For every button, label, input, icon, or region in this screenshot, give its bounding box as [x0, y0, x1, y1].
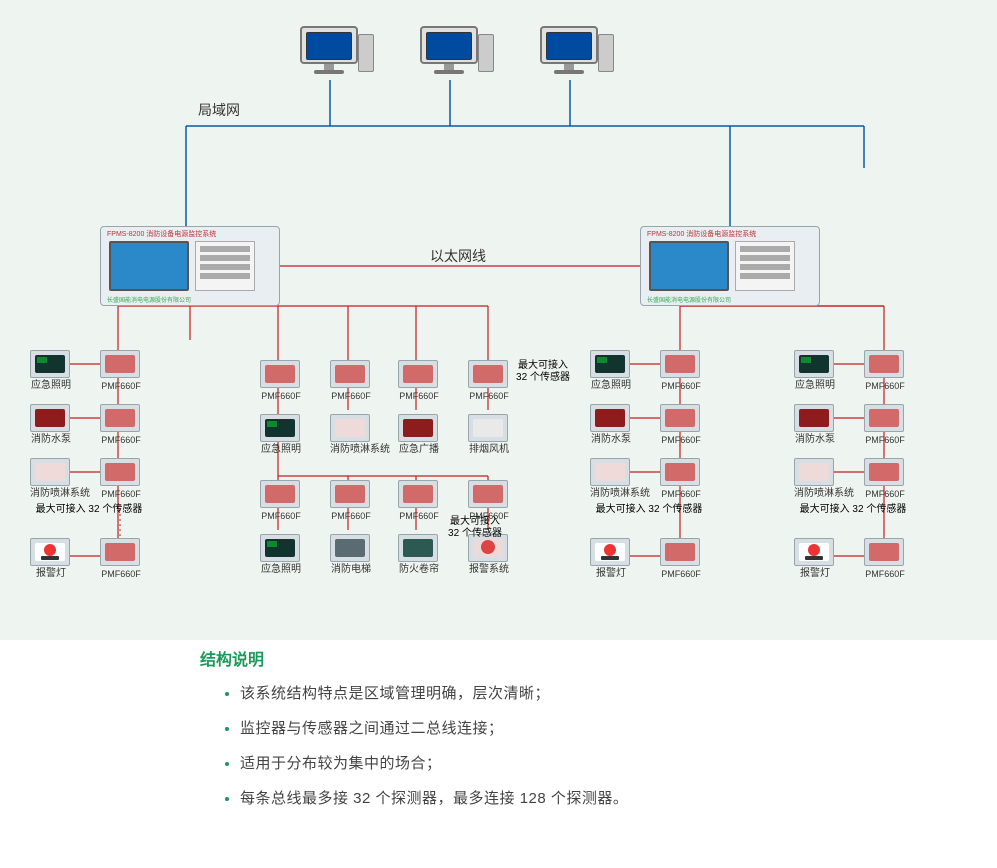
- ethernet-label: 以太网线: [430, 248, 486, 264]
- device-pmf: PMF660F: [100, 350, 142, 392]
- device-elevator: 消防电梯: [330, 534, 372, 576]
- device-pmf: PMF660F: [660, 538, 702, 580]
- device-pmf: PMF660F: [864, 404, 906, 446]
- device-light: 应急照明: [30, 350, 72, 392]
- description-bullet: 该系统结构特点是区域管理明确，层次清晰；: [240, 682, 997, 703]
- device-pmf: PMF660F: [330, 360, 372, 402]
- device-pmf: PMF660F: [468, 360, 510, 402]
- device-spray: 消防喷淋系统: [330, 414, 372, 456]
- device-fan: 排烟风机: [468, 414, 510, 456]
- device-alarm: 报警灯: [794, 538, 836, 580]
- device-pump: 消防水泵: [30, 404, 72, 446]
- device-siren: 报警系统: [468, 534, 510, 576]
- device-light: 应急照明: [590, 350, 632, 392]
- device-pump: 消防水泵: [590, 404, 632, 446]
- device-pmf: PMF660F: [864, 538, 906, 580]
- device-pmf: PMF660F: [100, 404, 142, 446]
- max-sensor-note: 最大可接入32 个传感器: [440, 516, 510, 540]
- device-shutter: 防火卷帘: [398, 534, 440, 576]
- device-alarm: 报警灯: [30, 538, 72, 580]
- device-pmf: PMF660F: [100, 458, 142, 500]
- device-light: 应急照明: [260, 534, 302, 576]
- description-bullet: 每条总线最多接 32 个探测器，最多连接 128 个探测器。: [240, 787, 997, 808]
- max-sensor-note: 最大可接入 32 个传感器: [584, 504, 714, 516]
- device-spray: 消防喷淋系统: [794, 458, 836, 500]
- device-pmf: PMF660F: [660, 404, 702, 446]
- lan-label: 局域网: [198, 102, 240, 118]
- desktop-pc-icon: [420, 26, 484, 74]
- device-pmf: PMF660F: [398, 360, 440, 402]
- device-spray: 消防喷淋系统: [590, 458, 632, 500]
- device-light: 应急照明: [260, 414, 302, 456]
- device-light: 应急照明: [794, 350, 836, 392]
- max-sensor-note: 最大可接入 32 个传感器: [788, 504, 918, 516]
- desktop-pc-icon: [300, 26, 364, 74]
- device-pmf: PMF660F: [864, 458, 906, 500]
- device-pmf: PMF660F: [260, 360, 302, 402]
- description-bullet: 适用于分布较为集中的场合；: [240, 752, 997, 773]
- device-spray: 消防喷淋系统: [30, 458, 72, 500]
- desktop-pc-icon: [540, 26, 604, 74]
- monitor-controller: FPMS-8200 消防设备电源监控系统 长盛国能消电电源股份有限公司: [640, 226, 820, 306]
- topology-diagram: 局域网以太网线 FPMS-8200 消防设备电源监控系统 长盛国能消电电源股份有…: [0, 0, 997, 640]
- section-title: 结构说明: [200, 646, 997, 670]
- description-bullet: 监控器与传感器之间通过二总线连接；: [240, 717, 997, 738]
- device-pmf: PMF660F: [660, 350, 702, 392]
- device-pmf: PMF660F: [100, 538, 142, 580]
- max-sensor-note: 最大可接入32 个传感器: [508, 360, 578, 384]
- device-pmf: PMF660F: [260, 480, 302, 522]
- device-pmf: PMF660F: [330, 480, 372, 522]
- device-pump: 消防水泵: [794, 404, 836, 446]
- description-bullets: 该系统结构特点是区域管理明确，层次清晰； 监控器与传感器之间通过二总线连接； 适用于…: [200, 682, 997, 808]
- device-pmf: PMF660F: [864, 350, 906, 392]
- max-sensor-note: 最大可接入 32 个传感器: [24, 504, 154, 516]
- monitor-controller: FPMS-8200 消防设备电源监控系统 长盛国能消电电源股份有限公司: [100, 226, 280, 306]
- device-speaker: 应急广播: [398, 414, 440, 456]
- device-alarm: 报警灯: [590, 538, 632, 580]
- device-pmf: PMF660F: [398, 480, 440, 522]
- device-pmf: PMF660F: [660, 458, 702, 500]
